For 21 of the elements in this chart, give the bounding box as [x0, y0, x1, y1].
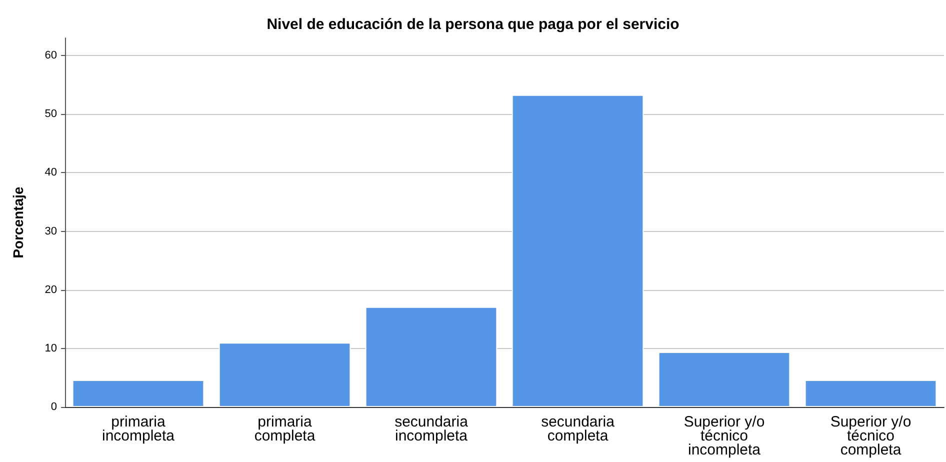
y-tick-label: 30 [44, 225, 57, 238]
bar [218, 342, 351, 407]
y-axis-title: Porcentaje [10, 186, 26, 258]
y-tick-label: 20 [44, 284, 57, 296]
x-tick-label: Superior y/o técnico completa [830, 414, 912, 458]
bar [365, 306, 498, 407]
y-tick-label: 10 [44, 342, 57, 354]
x-tick-label: Superior y/o técnico incompleta [684, 414, 765, 458]
chart-title: Nivel de educación de la persona que paga por el servicio [266, 16, 680, 33]
x-tick-label: secundaria incompleta [394, 414, 469, 444]
bar [512, 94, 644, 407]
y-tick-label: 60 [44, 50, 57, 62]
x-tick-label: secundaria completa [541, 414, 616, 444]
x-tick-label: primaria incompleta [102, 414, 176, 444]
bar [72, 380, 204, 407]
x-tick-label: primaria completa [254, 414, 316, 444]
y-tick-label: 40 [44, 166, 57, 179]
y-tick-label: 50 [44, 108, 57, 120]
y-tick-label: 0 [50, 401, 57, 413]
bar [658, 352, 790, 407]
bar [804, 380, 937, 407]
